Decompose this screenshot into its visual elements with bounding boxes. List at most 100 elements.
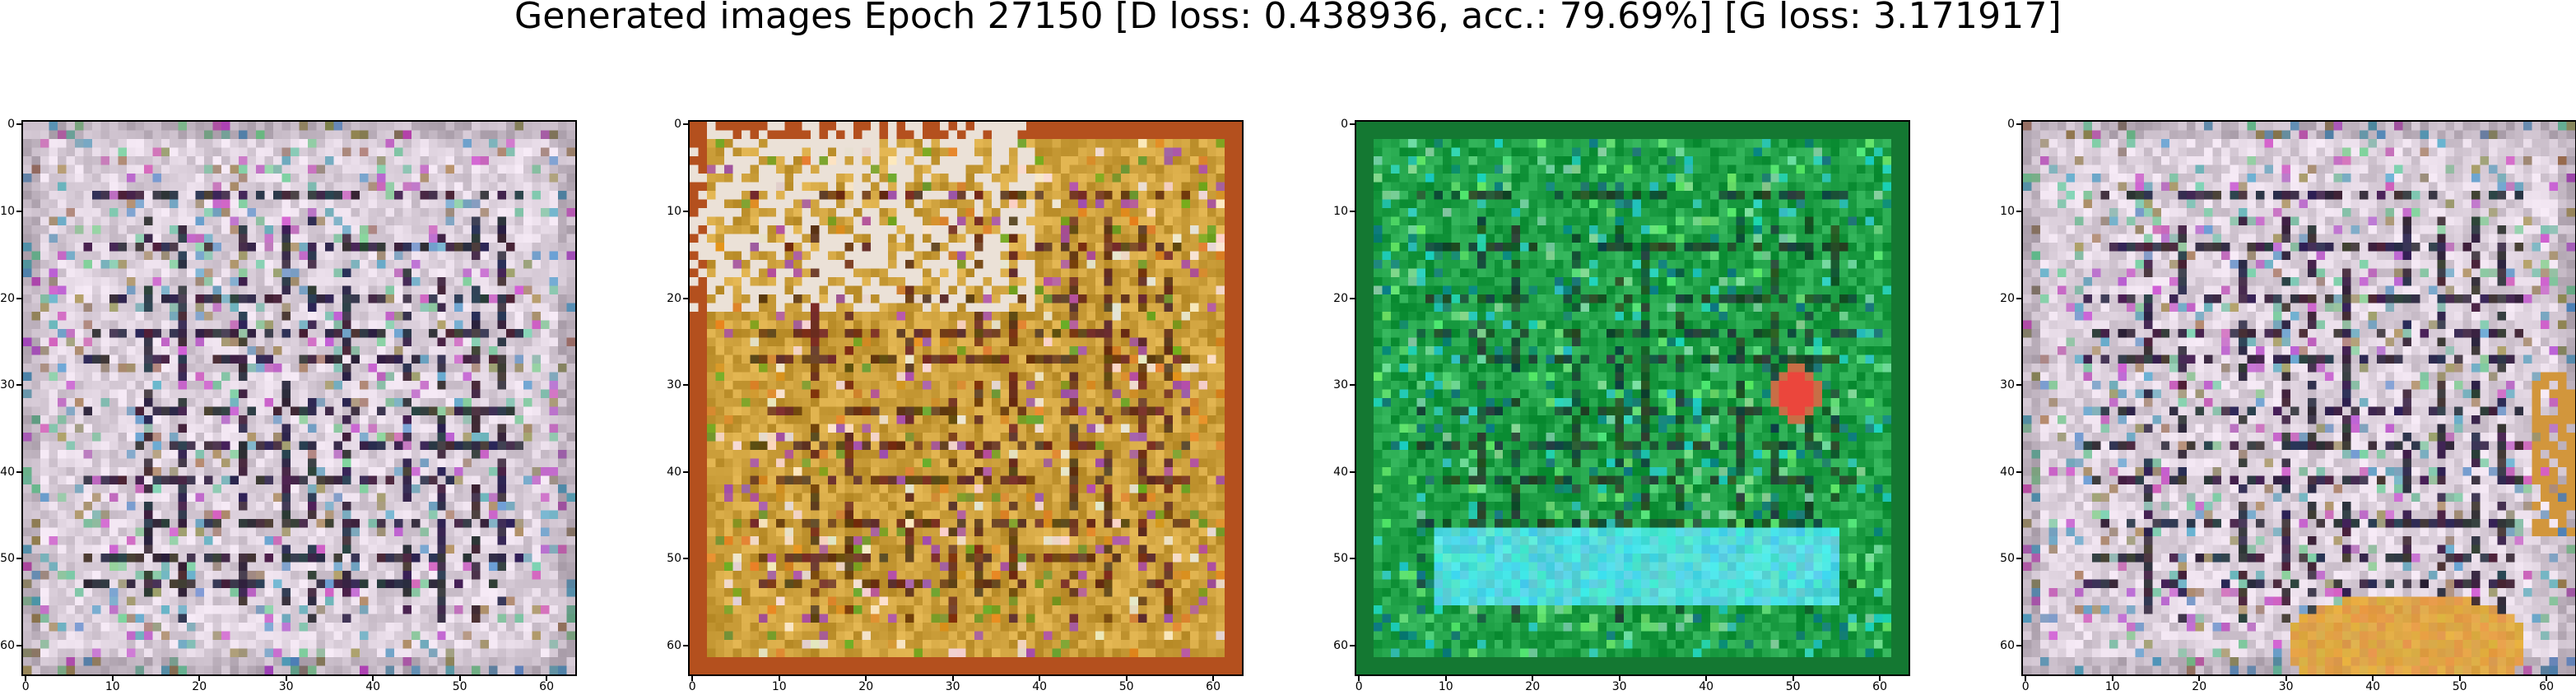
generated-image-3	[1356, 122, 1909, 674]
x-tick-label: 50	[2452, 680, 2467, 693]
x-tick-mark	[2546, 676, 2548, 681]
y-tick-mark	[1350, 210, 1355, 212]
x-tick-mark	[2111, 676, 2113, 681]
x-tick-mark	[2372, 676, 2374, 681]
y-tick-mark	[2016, 210, 2021, 212]
y-tick-label: 20	[667, 291, 681, 305]
y-tick-mark	[1350, 297, 1355, 299]
x-tick-mark	[1125, 676, 1128, 681]
y-tick-mark	[1350, 384, 1355, 387]
x-tick-mark	[2025, 676, 2027, 681]
x-tick-mark	[111, 676, 114, 681]
y-tick-label: 40	[1333, 465, 1348, 479]
x-tick-label: 10	[105, 680, 120, 693]
x-tick-mark	[2285, 676, 2287, 681]
x-tick-label: 60	[1206, 680, 1221, 693]
generated-image-4	[2023, 122, 2575, 674]
x-tick-mark	[198, 676, 201, 681]
x-tick-mark	[1879, 676, 1881, 681]
y-tick-mark	[2016, 123, 2021, 126]
x-tick-mark	[1444, 676, 1447, 681]
y-tick-label: 40	[667, 465, 681, 479]
y-tick-mark	[16, 297, 21, 299]
x-tick-label: 20	[2192, 680, 2207, 693]
x-tick-label: 0	[1355, 680, 1363, 693]
y-tick-mark	[16, 210, 21, 212]
x-tick-label: 40	[2365, 680, 2381, 693]
x-tick-mark	[1705, 676, 1708, 681]
y-tick-mark	[683, 297, 688, 299]
x-tick-mark	[1618, 676, 1620, 681]
y-tick-label: 20	[2000, 291, 2015, 305]
y-tick-label: 50	[0, 552, 15, 566]
y-tick-label: 0	[7, 118, 15, 132]
x-tick-mark	[1212, 676, 1215, 681]
y-tick-label: 60	[2000, 639, 2015, 653]
y-tick-label: 50	[2000, 552, 2015, 566]
x-tick-label: 10	[2104, 680, 2120, 693]
x-tick-label: 50	[452, 680, 467, 693]
y-tick-label: 10	[667, 204, 681, 218]
y-tick-mark	[2016, 645, 2021, 647]
y-tick-label: 40	[2000, 465, 2015, 479]
x-tick-label: 0	[2021, 680, 2030, 693]
x-tick-mark	[951, 676, 954, 681]
image-axes-1	[21, 120, 577, 676]
y-tick-mark	[16, 384, 21, 387]
y-tick-label: 0	[1341, 118, 1348, 132]
y-tick-label: 50	[667, 552, 681, 566]
y-tick-mark	[683, 645, 688, 647]
y-tick-mark	[1350, 645, 1355, 647]
image-axes-3	[1355, 120, 1910, 676]
x-tick-label: 50	[1118, 680, 1134, 693]
y-tick-mark	[2016, 470, 2021, 473]
x-tick-label: 0	[21, 680, 30, 693]
generated-image-1	[23, 122, 575, 674]
y-tick-mark	[16, 470, 21, 473]
subplot-3: 0 10 20 30 40 50 60 0 10 20 30 40 50 60	[1333, 90, 1959, 695]
y-tick-label: 30	[667, 378, 681, 392]
y-tick-mark	[16, 123, 21, 126]
y-tick-label: 10	[1333, 204, 1348, 218]
x-tick-mark	[1532, 676, 1534, 681]
y-tick-mark	[2016, 384, 2021, 387]
y-tick-label: 30	[1333, 378, 1348, 392]
x-tick-label: 30	[2278, 680, 2294, 693]
image-axes-4	[2021, 120, 2576, 676]
y-tick-label: 50	[1333, 552, 1348, 566]
y-tick-mark	[683, 123, 688, 126]
x-tick-label: 60	[2539, 680, 2554, 693]
x-tick-label: 40	[1032, 680, 1048, 693]
y-tick-mark	[683, 558, 688, 560]
y-tick-label: 60	[1333, 639, 1348, 653]
x-tick-label: 20	[192, 680, 207, 693]
y-tick-mark	[2016, 558, 2021, 560]
x-tick-mark	[1792, 676, 1794, 681]
y-tick-label: 40	[0, 465, 15, 479]
x-tick-label: 40	[365, 680, 381, 693]
y-tick-label: 0	[674, 118, 681, 132]
x-tick-label: 30	[278, 680, 294, 693]
y-tick-mark	[1350, 558, 1355, 560]
generated-image-2	[690, 122, 1242, 674]
x-tick-label: 50	[1785, 680, 1801, 693]
y-tick-mark	[683, 210, 688, 212]
y-tick-mark	[1350, 470, 1355, 473]
x-tick-label: 0	[688, 680, 696, 693]
y-tick-label: 10	[0, 204, 15, 218]
x-tick-label: 20	[858, 680, 874, 693]
y-tick-label: 10	[2000, 204, 2015, 218]
x-tick-label: 10	[771, 680, 787, 693]
subplot-2: 0 10 20 30 40 50 60 0 10 20 30 40 50 60	[667, 90, 1292, 695]
x-tick-label: 30	[1611, 680, 1627, 693]
x-tick-mark	[458, 676, 461, 681]
y-tick-mark	[683, 470, 688, 473]
y-tick-mark	[2016, 297, 2021, 299]
subplot-1: 0 10 20 30 40 50 60 0 10 20 30 40 50 60	[0, 90, 625, 695]
y-tick-mark	[1350, 123, 1355, 126]
x-tick-mark	[1358, 676, 1360, 681]
subplot-4: 0 10 20 30 40 50 60 0 10 20 30 40 50 60	[2000, 90, 2576, 695]
y-tick-label: 30	[0, 378, 15, 392]
x-tick-label: 30	[945, 680, 960, 693]
x-tick-label: 60	[539, 680, 554, 693]
